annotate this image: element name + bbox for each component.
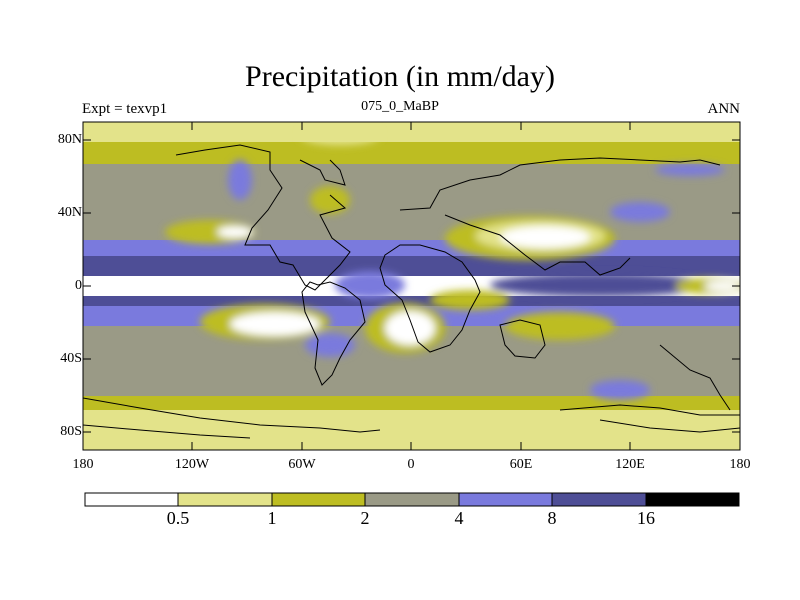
experiment-label: Expt = texvp1	[82, 101, 168, 117]
lat-label-80n: 80N	[57, 132, 82, 147]
colorbar-swatch-1	[84, 492, 179, 507]
lon-label-60e: 60E	[509, 457, 533, 472]
time-slice-label: 075_0_MaBP	[361, 99, 439, 114]
lon-label-0: 0	[407, 457, 415, 472]
colorbar-label: 1	[267, 508, 277, 528]
lat-label-80s: 80S	[60, 424, 82, 439]
colorbar-label: 8	[547, 508, 557, 528]
lat-label-40n: 40N	[57, 205, 82, 220]
colorbar-label: 4	[454, 508, 464, 528]
coastlines	[83, 144, 740, 439]
season-label: ANN	[707, 101, 741, 117]
lat-label-0: 0	[75, 278, 82, 293]
lat-label-40s: 40S	[60, 351, 82, 366]
colorbar-label: 2	[360, 508, 370, 528]
lon-label-60w: 60W	[288, 457, 316, 472]
colorbar-swatch-6	[551, 492, 647, 507]
lon-label-120e: 120E	[615, 457, 645, 472]
colorbar-swatch-5	[458, 492, 553, 507]
map-title: Precipitation (in mm/day)	[245, 60, 555, 93]
colorbar-swatch-4	[364, 492, 460, 507]
precipitation-field	[83, 122, 740, 450]
lon-label-180w: 180	[72, 457, 94, 472]
colorbar	[84, 492, 740, 507]
lon-label-180e: 180	[729, 457, 751, 472]
colorbar-swatch-3	[271, 492, 366, 507]
colorbar-label: 0.5	[166, 508, 190, 528]
lon-label-120w: 120W	[174, 457, 210, 472]
colorbar-swatch-7	[645, 492, 740, 507]
axis-ticks	[82, 122, 741, 450]
colorbar-label: 16	[637, 508, 655, 528]
colorbar-swatch-2	[177, 492, 273, 507]
